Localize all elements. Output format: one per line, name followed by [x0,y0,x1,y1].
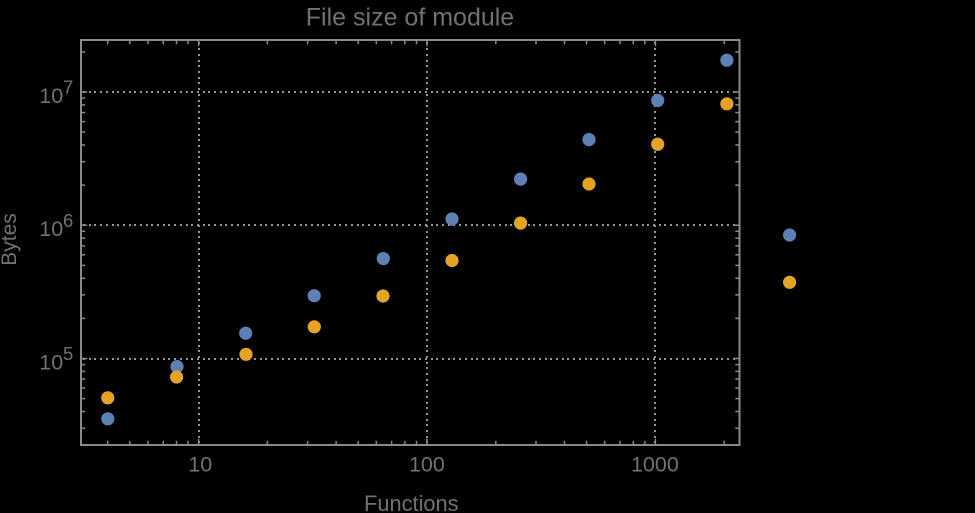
svg-text:10: 10 [188,453,212,477]
svg-text:1000: 1000 [631,453,679,477]
svg-text:100: 100 [409,453,445,477]
svg-text:File size of module: File size of module [306,4,514,32]
svg-text:6: 6 [63,210,73,231]
svg-text:Functions: Functions [364,491,459,513]
svg-text:7: 7 [63,77,73,98]
svg-text:10: 10 [39,217,63,241]
svg-text:Bytes: Bytes [0,213,21,266]
svg-text:10: 10 [39,350,63,374]
svg-text:5: 5 [63,343,73,364]
svg-text:10: 10 [39,84,63,108]
